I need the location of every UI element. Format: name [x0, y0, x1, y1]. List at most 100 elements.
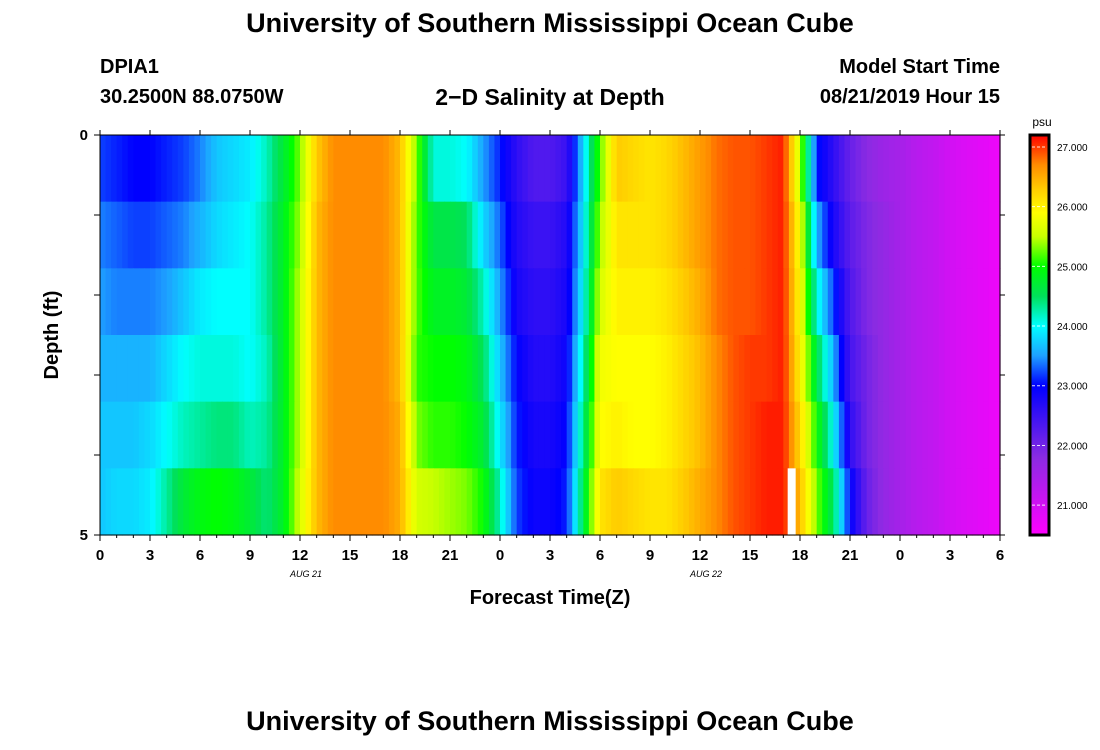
heatmap-cell [655, 468, 662, 536]
x-tick-label: 21 [842, 547, 859, 564]
heatmap-cell [650, 401, 657, 469]
heatmap-cell [405, 468, 412, 536]
heatmap-cell [572, 335, 579, 403]
heatmap-cell [794, 468, 801, 536]
heatmap-cell [588, 268, 596, 336]
heatmap-cell [594, 201, 601, 269]
heatmap-cell [483, 135, 490, 203]
heatmap-cell [933, 135, 940, 203]
heatmap-cell [800, 135, 807, 203]
heatmap-cell [422, 201, 429, 269]
heatmap-cell [772, 135, 779, 203]
heatmap-cell [566, 335, 573, 403]
heatmap-cell [516, 401, 523, 469]
heatmap-cell [427, 335, 434, 403]
heatmap-cell [333, 335, 340, 403]
heatmap-cell [850, 401, 857, 469]
heatmap-cell [494, 268, 501, 336]
heatmap-cell [883, 201, 890, 269]
heatmap-cell [122, 201, 129, 269]
heatmap-cell [816, 268, 823, 336]
heatmap-cell [783, 268, 790, 336]
heatmap-cell [538, 268, 546, 336]
heatmap-cell [450, 468, 457, 536]
heatmap-cell [266, 135, 273, 203]
heatmap-cell [783, 401, 790, 469]
heatmap-cell [261, 401, 268, 469]
heatmap-cell [216, 135, 223, 203]
heatmap-cell [616, 401, 623, 469]
heatmap-cell [538, 401, 546, 469]
heatmap-cell [111, 335, 118, 403]
heatmap-cell [211, 468, 218, 536]
x-tick-label: 0 [96, 547, 104, 564]
heatmap-cell [855, 335, 862, 403]
heatmap-cell [438, 401, 446, 469]
heatmap-cell [905, 401, 912, 469]
heatmap-cell [455, 468, 462, 536]
heatmap-cell [583, 201, 590, 269]
heatmap-cell [772, 468, 779, 536]
heatmap-cell [900, 401, 907, 469]
heatmap-cell [666, 268, 673, 336]
heatmap-cell [194, 268, 201, 336]
heatmap-cell [594, 468, 601, 536]
x-tick-label: 21 [442, 547, 459, 564]
heatmap-cell [166, 468, 173, 536]
heatmap-cell [327, 201, 334, 269]
heatmap-cell [188, 135, 196, 203]
heatmap-cell [438, 335, 446, 403]
heatmap-cell [377, 468, 384, 536]
heatmap-cell [555, 335, 562, 403]
heatmap-cell [355, 268, 362, 336]
heatmap-cell [922, 268, 929, 336]
heatmap-cell [205, 135, 212, 203]
heatmap-cell [350, 335, 357, 403]
heatmap-cell [500, 268, 507, 336]
x-tick-label: 3 [546, 547, 554, 564]
heatmap-cell [472, 201, 479, 269]
heatmap-cell [572, 135, 579, 203]
heatmap-cell [866, 268, 873, 336]
heatmap-cell [616, 135, 623, 203]
heatmap-cell [850, 135, 857, 203]
heatmap-cell [938, 401, 946, 469]
heatmap-cell [705, 401, 712, 469]
colorbar-tick-label: 27.000 [1057, 143, 1088, 154]
heatmap-cell [261, 468, 268, 536]
heatmap-cell [605, 135, 612, 203]
heatmap-cell [983, 201, 990, 269]
heatmap-cell [733, 135, 740, 203]
heatmap-cell [600, 468, 607, 536]
heatmap-cell [877, 201, 884, 269]
heatmap-cell [461, 468, 468, 536]
heatmap-cell [805, 268, 812, 336]
heatmap-cell [261, 135, 268, 203]
heatmap-cell [605, 201, 612, 269]
heatmap-cell [261, 201, 268, 269]
heatmap-cell [294, 468, 301, 536]
heatmap-cell [116, 468, 123, 536]
heatmap-cell [811, 468, 818, 536]
heatmap-cell [683, 201, 690, 269]
heatmap-cell [966, 401, 973, 469]
heatmap-cell [638, 201, 646, 269]
heatmap-cell [155, 201, 162, 269]
heatmap-cell [144, 268, 151, 336]
heatmap-cell [766, 468, 773, 536]
model-start-value: 08/21/2019 Hour 15 [819, 86, 1000, 108]
heatmap-cell [461, 135, 468, 203]
heatmap-cell [511, 335, 518, 403]
heatmap-cell [250, 401, 257, 469]
heatmap-cell [538, 335, 546, 403]
heatmap-cell [272, 468, 279, 536]
heatmap-cell [888, 468, 896, 536]
heatmap-cell [194, 401, 201, 469]
heatmap-cell [272, 401, 279, 469]
heatmap-cell [144, 135, 151, 203]
heatmap-cell [638, 468, 646, 536]
heatmap-cell [933, 335, 940, 403]
heatmap-cell [450, 268, 457, 336]
heatmap-cell [605, 335, 612, 403]
heatmap-cell [666, 468, 673, 536]
